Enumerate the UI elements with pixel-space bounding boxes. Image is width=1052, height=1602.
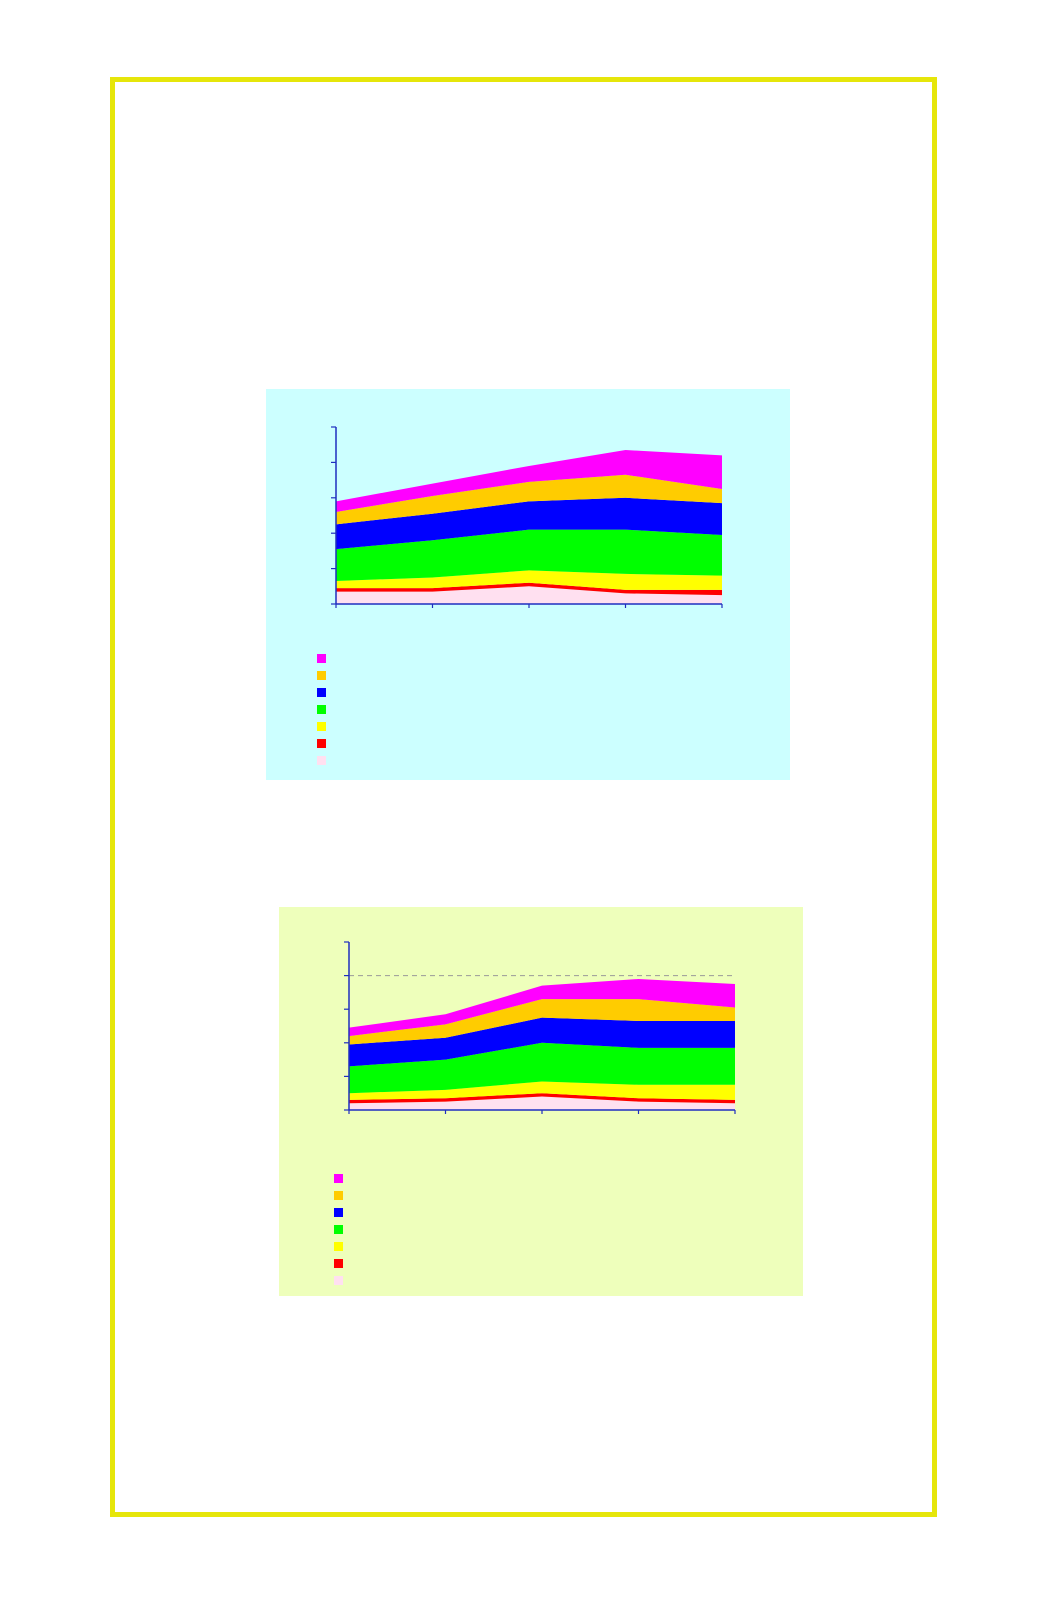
series-area-5 xyxy=(336,497,722,550)
series-area-4 xyxy=(336,529,722,581)
chart-panel-2 xyxy=(279,907,803,1296)
legend-swatch-7 xyxy=(317,654,326,663)
series-area-3 xyxy=(336,570,722,590)
series-area-1 xyxy=(336,586,722,604)
series-area-5 xyxy=(349,1017,735,1067)
legend-swatch-7 xyxy=(334,1174,343,1183)
series-area-1 xyxy=(349,1096,735,1110)
page-frame xyxy=(110,77,937,1517)
series-area-2 xyxy=(349,1093,735,1104)
legend-swatch-1 xyxy=(317,756,326,765)
legend-swatch-3 xyxy=(317,722,326,731)
stacked-area-chart-2 xyxy=(279,907,803,1296)
stacked-area-chart-1 xyxy=(266,389,790,780)
legend-swatch-5 xyxy=(334,1208,343,1217)
legend-swatch-4 xyxy=(317,705,326,714)
legend-swatch-2 xyxy=(334,1259,343,1268)
legend-swatch-6 xyxy=(334,1191,343,1200)
legend-swatch-6 xyxy=(317,671,326,680)
series-area-6 xyxy=(336,474,722,525)
chart-panel-1 xyxy=(266,389,790,780)
series-area-6 xyxy=(349,999,735,1045)
legend-swatch-2 xyxy=(317,739,326,748)
legend-swatch-1 xyxy=(334,1276,343,1285)
series-area-3 xyxy=(349,1081,735,1100)
legend-swatch-3 xyxy=(334,1242,343,1251)
legend-swatch-5 xyxy=(317,688,326,697)
legend-swatch-4 xyxy=(334,1225,343,1234)
series-area-2 xyxy=(336,582,722,596)
series-area-7 xyxy=(336,450,722,512)
series-area-4 xyxy=(349,1042,735,1094)
series-area-7 xyxy=(349,978,735,1037)
